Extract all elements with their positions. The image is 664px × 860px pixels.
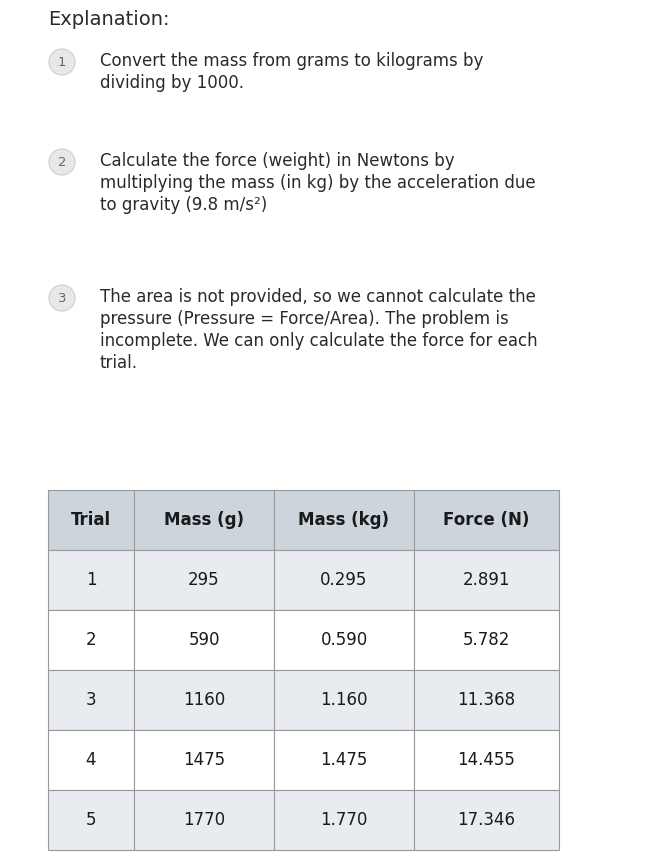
Text: 590: 590 — [189, 631, 220, 649]
FancyBboxPatch shape — [274, 490, 414, 550]
Text: The area is not provided, so we cannot calculate the: The area is not provided, so we cannot c… — [100, 288, 536, 306]
FancyBboxPatch shape — [48, 550, 134, 610]
Text: 5: 5 — [86, 811, 96, 829]
Text: Convert the mass from grams to kilograms by: Convert the mass from grams to kilograms… — [100, 52, 483, 70]
FancyBboxPatch shape — [134, 670, 274, 730]
Text: incomplete. We can only calculate the force for each: incomplete. We can only calculate the fo… — [100, 332, 538, 350]
FancyBboxPatch shape — [48, 490, 134, 550]
FancyBboxPatch shape — [134, 610, 274, 670]
Text: 3: 3 — [58, 292, 66, 304]
Text: to gravity (9.8 m/s²): to gravity (9.8 m/s²) — [100, 196, 267, 214]
Text: pressure (Pressure = Force/Area). The problem is: pressure (Pressure = Force/Area). The pr… — [100, 310, 509, 328]
FancyBboxPatch shape — [414, 730, 559, 790]
FancyBboxPatch shape — [414, 790, 559, 850]
Text: 4: 4 — [86, 751, 96, 769]
Text: 1475: 1475 — [183, 751, 225, 769]
Text: 0.295: 0.295 — [320, 571, 368, 589]
FancyBboxPatch shape — [274, 550, 414, 610]
FancyBboxPatch shape — [414, 490, 559, 550]
Text: 0.590: 0.590 — [320, 631, 368, 649]
Text: 17.346: 17.346 — [457, 811, 515, 829]
Text: dividing by 1000.: dividing by 1000. — [100, 74, 244, 92]
Text: 1: 1 — [58, 56, 66, 69]
Text: Mass (g): Mass (g) — [164, 511, 244, 529]
FancyBboxPatch shape — [134, 490, 274, 550]
FancyBboxPatch shape — [48, 670, 134, 730]
FancyBboxPatch shape — [414, 670, 559, 730]
FancyBboxPatch shape — [274, 790, 414, 850]
Text: 11.368: 11.368 — [457, 691, 515, 709]
FancyBboxPatch shape — [414, 550, 559, 610]
Text: multiplying the mass (in kg) by the acceleration due: multiplying the mass (in kg) by the acce… — [100, 174, 536, 192]
FancyBboxPatch shape — [274, 610, 414, 670]
Text: 1.160: 1.160 — [320, 691, 368, 709]
FancyBboxPatch shape — [48, 790, 134, 850]
FancyBboxPatch shape — [274, 670, 414, 730]
Text: 2.891: 2.891 — [463, 571, 510, 589]
FancyBboxPatch shape — [274, 730, 414, 790]
Text: 14.455: 14.455 — [457, 751, 515, 769]
FancyBboxPatch shape — [414, 610, 559, 670]
Text: 2: 2 — [86, 631, 96, 649]
FancyBboxPatch shape — [134, 790, 274, 850]
Text: 3: 3 — [86, 691, 96, 709]
Text: trial.: trial. — [100, 354, 138, 372]
Text: 1160: 1160 — [183, 691, 225, 709]
FancyBboxPatch shape — [134, 550, 274, 610]
Circle shape — [49, 149, 75, 175]
Text: 295: 295 — [188, 571, 220, 589]
Text: Force (N): Force (N) — [444, 511, 530, 529]
Text: 2: 2 — [58, 156, 66, 169]
Text: Calculate the force (weight) in Newtons by: Calculate the force (weight) in Newtons … — [100, 152, 455, 170]
Text: 1.770: 1.770 — [320, 811, 368, 829]
Text: Explanation:: Explanation: — [48, 10, 169, 29]
FancyBboxPatch shape — [48, 610, 134, 670]
Circle shape — [49, 285, 75, 311]
FancyBboxPatch shape — [134, 730, 274, 790]
Circle shape — [49, 49, 75, 75]
FancyBboxPatch shape — [48, 730, 134, 790]
Text: 5.782: 5.782 — [463, 631, 510, 649]
Text: Mass (kg): Mass (kg) — [299, 511, 390, 529]
Text: 1: 1 — [86, 571, 96, 589]
Text: 1.475: 1.475 — [320, 751, 368, 769]
Text: Trial: Trial — [71, 511, 111, 529]
Text: 1770: 1770 — [183, 811, 225, 829]
